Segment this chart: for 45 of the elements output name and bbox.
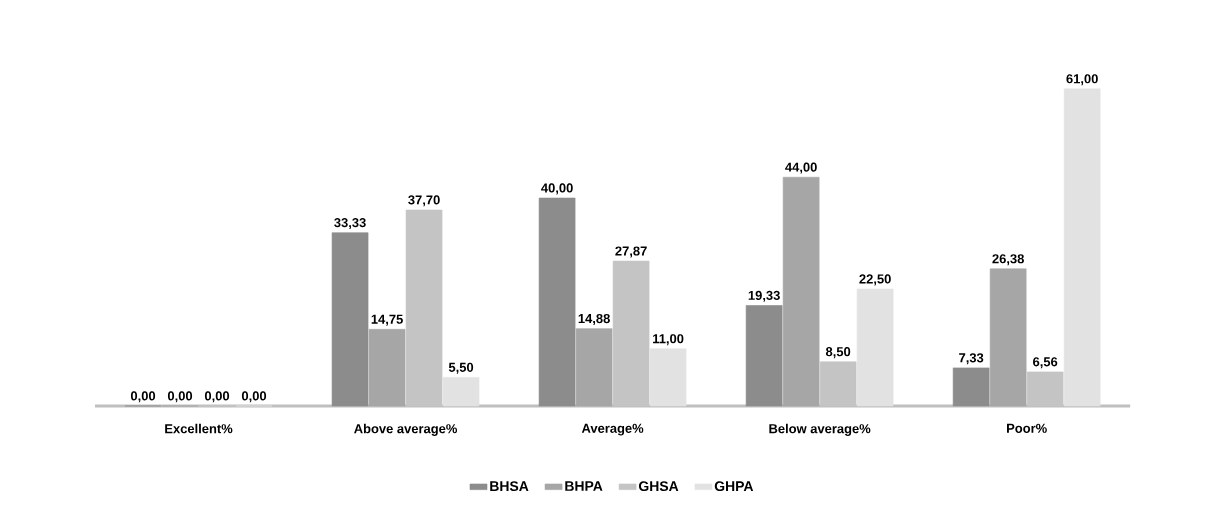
bar [1063,88,1101,407]
bar [612,260,650,407]
data-label: 61,00 [1066,74,1098,86]
legend-label: GHSA [638,481,679,492]
x-tick-label: Below average% [769,423,871,436]
bar [989,268,1027,407]
data-label: 44,00 [785,162,817,174]
bar [575,328,613,407]
data-label: 14,88 [578,313,610,325]
data-label: 6,56 [1033,357,1058,369]
x-tick-label: Above average% [354,423,458,436]
bar [368,329,406,407]
bar [442,377,480,407]
x-tick-label: Excellent% [165,423,233,434]
data-label: 0,00 [167,391,193,403]
data-label: 14,75 [371,314,403,326]
x-tick-label: Average% [581,423,644,436]
data-label: 26,38 [992,254,1024,266]
bar [782,176,820,407]
bar [405,209,443,407]
data-label: 5,50 [448,362,474,374]
data-label: 0,00 [241,391,267,403]
legend-label: BHPA [565,481,603,491]
data-label: 22,50 [859,274,891,286]
bar [745,305,783,407]
data-label: 11,00 [653,334,684,346]
legend-label: BHSA [490,481,529,492]
bar [331,232,369,407]
data-label: 40,00 [541,183,573,195]
bar [819,361,857,407]
bar [538,197,576,407]
data-label: 7,33 [959,353,984,365]
data-label: 27,87 [615,246,647,258]
bar [1026,371,1064,407]
bar [856,288,894,407]
bar [649,348,687,407]
bar [952,367,990,407]
x-tick-label: Poor% [1007,423,1047,433]
data-label: 37,70 [408,195,440,207]
data-label: 33,33 [334,218,366,230]
data-label: 8,50 [825,347,851,359]
data-label: 0,00 [130,391,156,403]
legend-label: GHPA [714,481,754,492]
data-label: 19,33 [748,290,780,302]
data-label: 0,00 [204,391,230,403]
